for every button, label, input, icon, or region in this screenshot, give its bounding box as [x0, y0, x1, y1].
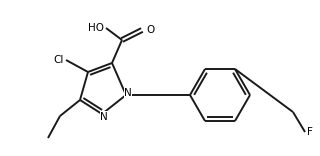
Text: F: F	[307, 127, 313, 137]
Text: HO: HO	[88, 23, 104, 33]
Text: N: N	[124, 88, 132, 98]
Text: O: O	[146, 25, 154, 35]
Text: Cl: Cl	[54, 55, 64, 65]
Text: N: N	[100, 112, 108, 122]
